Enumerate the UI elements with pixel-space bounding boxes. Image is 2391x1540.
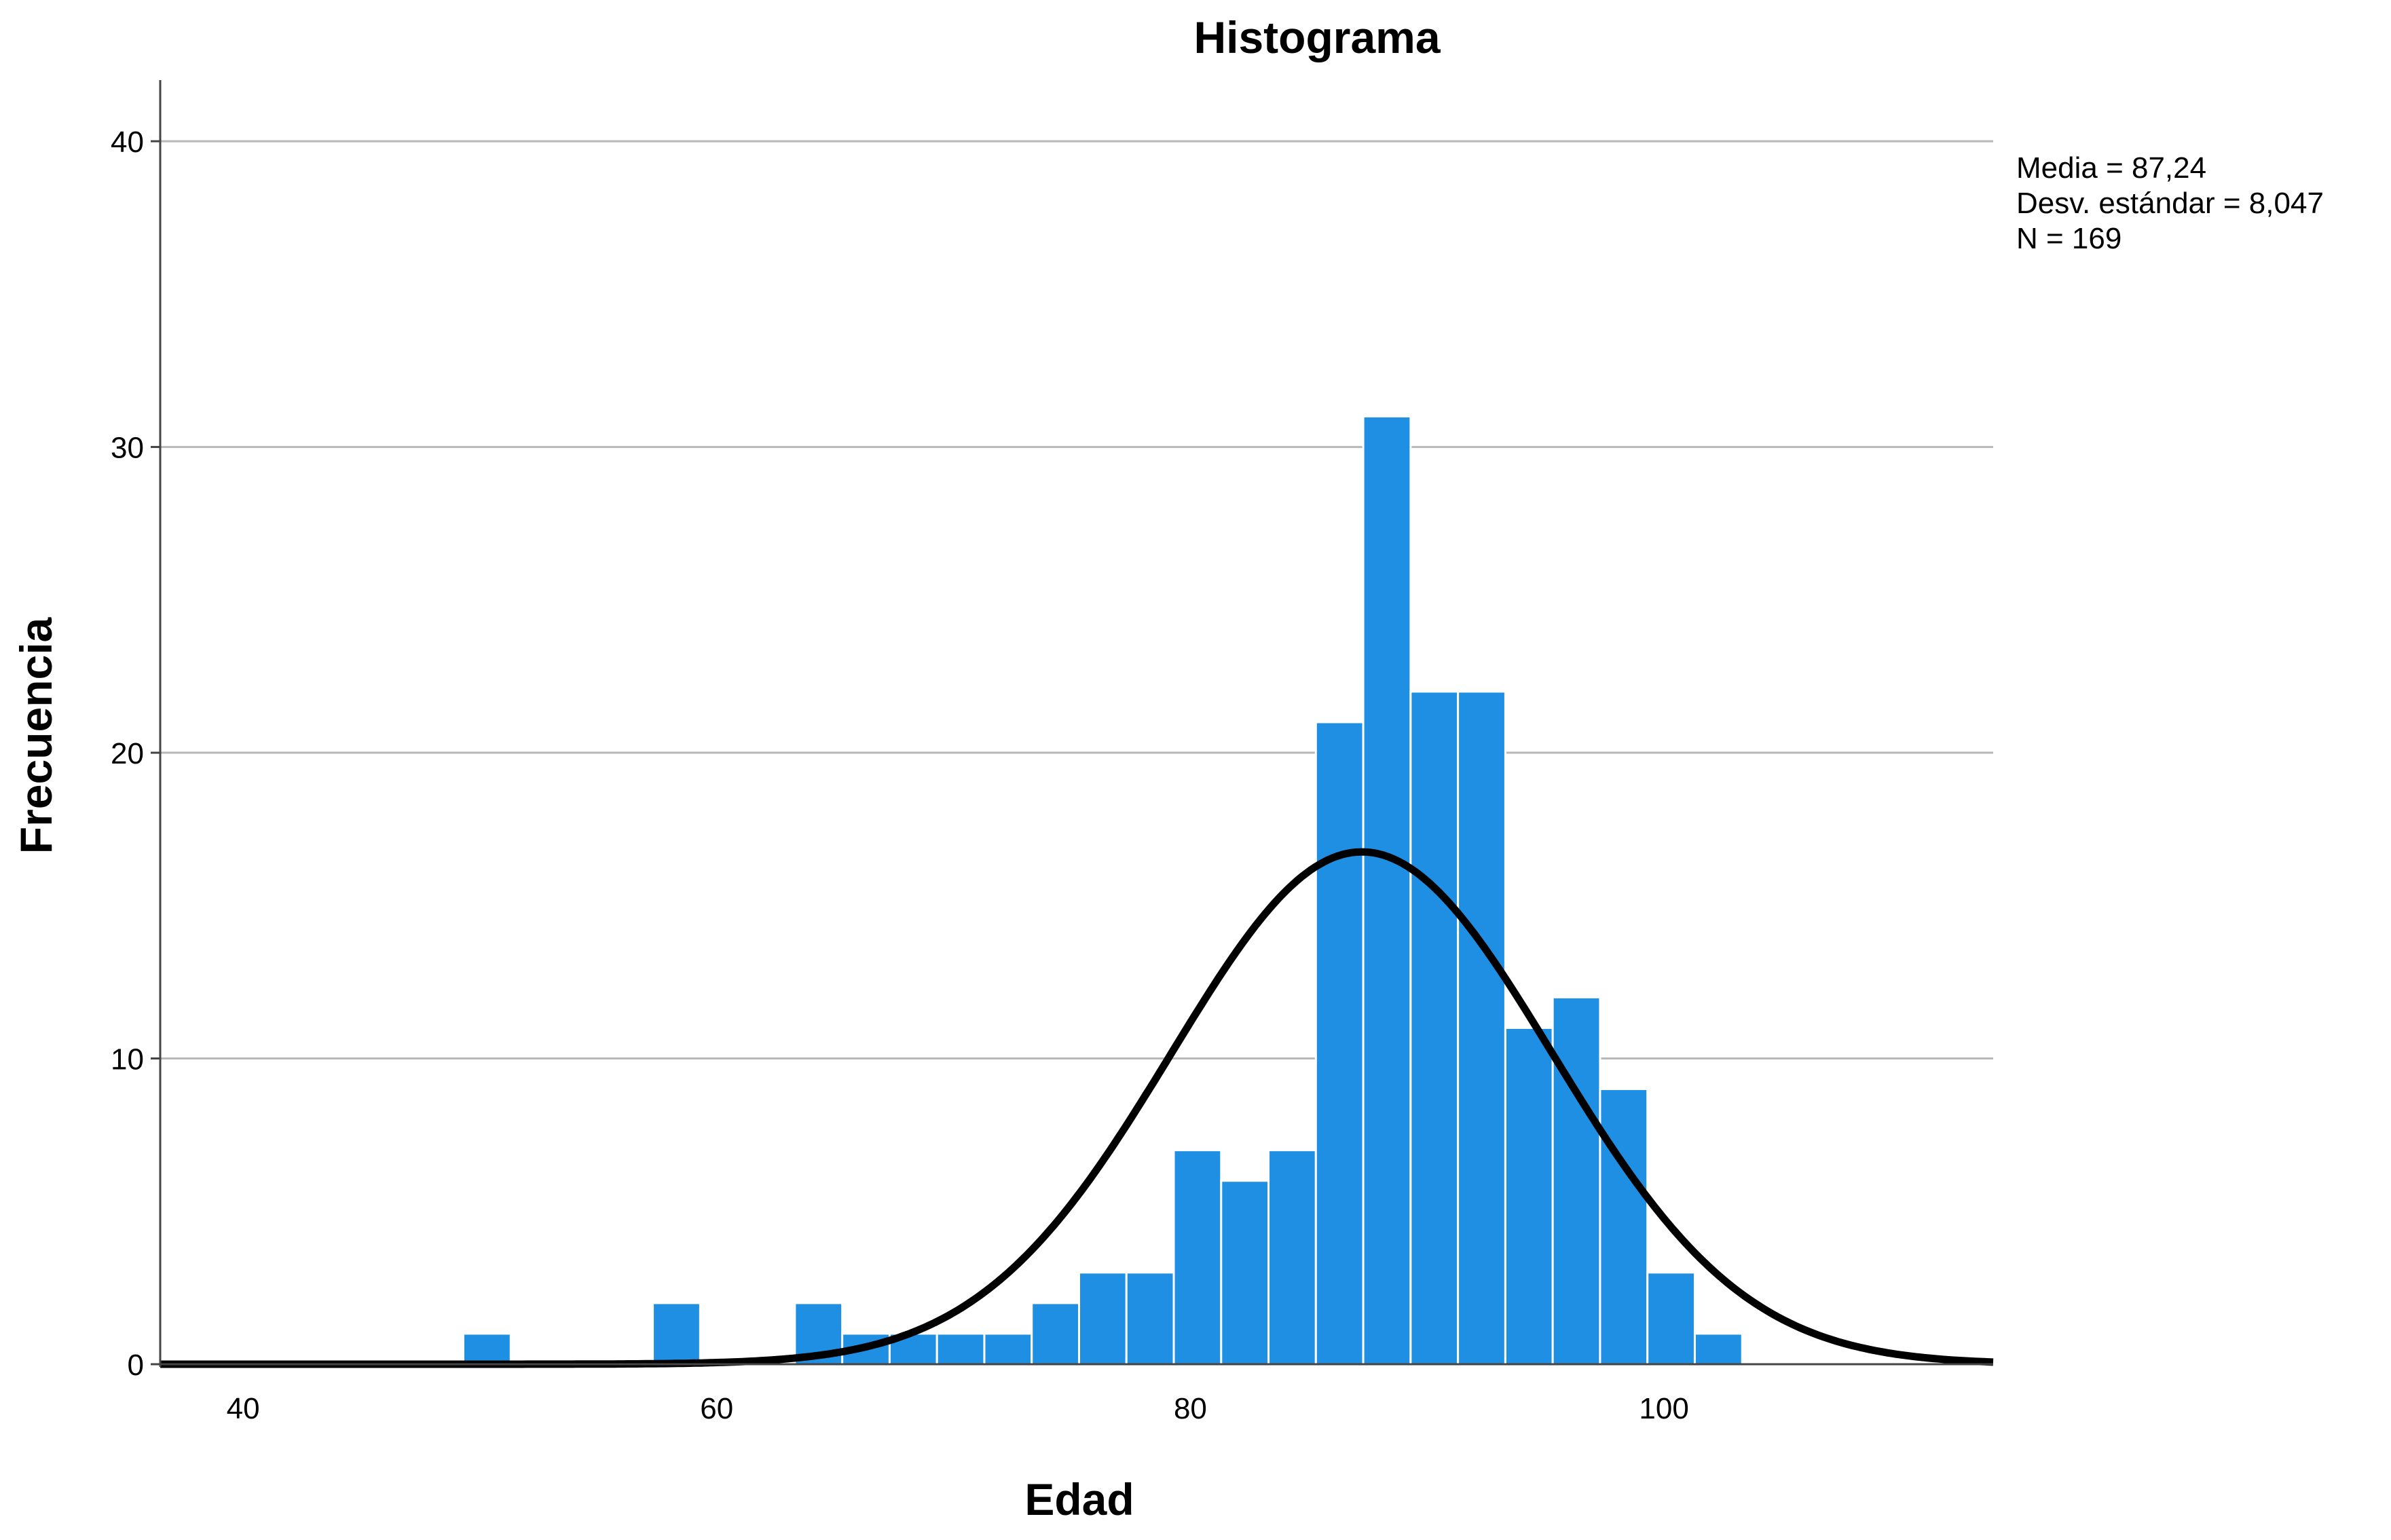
stats-box: Media = 87,24 Desv. estándar = 8,047 N =… bbox=[2016, 151, 2324, 255]
y-tick-labels: 0 10 20 30 40 bbox=[111, 126, 160, 1382]
histogram-bar bbox=[1409, 690, 1460, 1366]
histogram-bar bbox=[1551, 996, 1601, 1366]
gridlines bbox=[160, 140, 1993, 1060]
histogram-bar bbox=[935, 1332, 986, 1366]
x-tick-label: 80 bbox=[1174, 1392, 1207, 1425]
normal-curve-group bbox=[160, 848, 1994, 1368]
y-tick-label: 20 bbox=[111, 737, 144, 770]
x-tick-label: 60 bbox=[700, 1392, 733, 1425]
y-axis-title: Frecuencia bbox=[11, 616, 61, 854]
y-tick-label: 30 bbox=[111, 432, 144, 465]
stat-n: N = 169 bbox=[2016, 222, 2121, 255]
histogram-bar bbox=[1172, 1149, 1223, 1366]
x-tick-label: 40 bbox=[227, 1392, 260, 1425]
histogram-bar bbox=[1646, 1271, 1696, 1366]
axes bbox=[159, 80, 1993, 1367]
x-axis-title: Edad bbox=[1024, 1474, 1134, 1524]
histogram-bar bbox=[1077, 1271, 1128, 1366]
chart-title: Histograma bbox=[1193, 12, 1441, 62]
histogram-bar bbox=[652, 1302, 701, 1366]
histogram-bar bbox=[462, 1332, 512, 1366]
histogram-bar bbox=[1314, 721, 1365, 1366]
histogram-bar bbox=[1031, 1302, 1080, 1366]
histogram-bar bbox=[1125, 1271, 1175, 1366]
x-tick-label: 100 bbox=[1639, 1392, 1688, 1425]
histogram-bars bbox=[462, 415, 1743, 1366]
histogram-bar bbox=[983, 1332, 1033, 1366]
stat-sd: Desv. estándar = 8,047 bbox=[2016, 187, 2324, 220]
x-tick-labels: 40 60 80 100 bbox=[227, 1392, 1689, 1425]
y-tick-label: 40 bbox=[111, 126, 144, 159]
histogram-bar bbox=[1267, 1149, 1317, 1366]
histogram-bar bbox=[1220, 1180, 1270, 1366]
histogram-bar bbox=[1362, 415, 1412, 1366]
histogram-bar bbox=[1504, 1026, 1554, 1366]
stat-mean: Media = 87,24 bbox=[2016, 151, 2206, 185]
normal-curve bbox=[160, 848, 1994, 1368]
y-tick-label: 10 bbox=[111, 1043, 144, 1076]
y-tick-label: 0 bbox=[128, 1349, 144, 1382]
histogram-bar bbox=[1457, 690, 1506, 1366]
histogram-bar bbox=[1599, 1088, 1649, 1366]
histogram-bar bbox=[1693, 1332, 1743, 1366]
